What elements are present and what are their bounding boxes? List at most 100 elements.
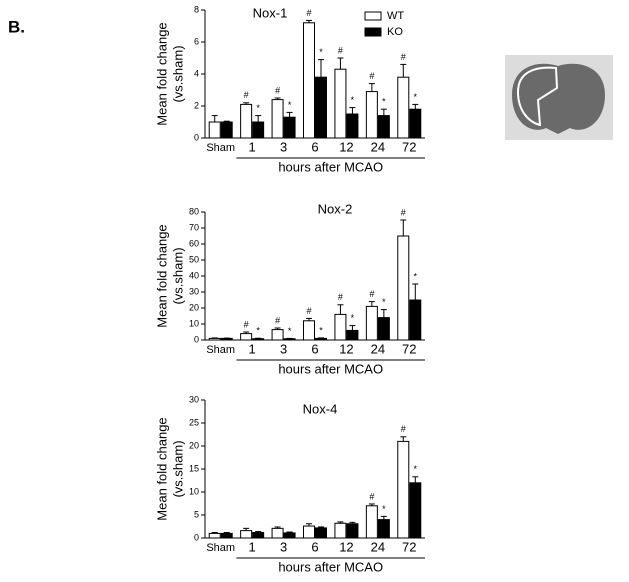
y-tick-label: 2 — [194, 100, 199, 110]
y-tick-label: 80 — [189, 206, 199, 216]
significance-marker: # — [306, 8, 311, 18]
bar — [220, 532, 233, 539]
y-tick-label: 60 — [189, 238, 199, 248]
x-tick-label: 1 — [249, 341, 256, 356]
x-tick-label: 24 — [371, 539, 385, 554]
bar — [252, 121, 265, 139]
bar — [397, 440, 410, 539]
significance-marker: * — [414, 464, 418, 474]
bar — [240, 530, 253, 539]
x-tick-label: Sham — [206, 142, 235, 154]
x-axis-label: hours after MCAO — [278, 361, 383, 376]
bar — [397, 76, 410, 139]
bar — [252, 531, 265, 539]
y-tick-label: 30 — [189, 286, 199, 296]
bar — [240, 103, 253, 139]
significance-marker: # — [401, 52, 406, 62]
y-tick-label: 70 — [189, 222, 199, 232]
y-axis-label: Mean fold change — [154, 22, 169, 125]
chart-title: Nox-1 — [253, 5, 288, 20]
y-tick-label: 0 — [194, 334, 199, 344]
significance-marker: # — [401, 207, 406, 217]
bar — [283, 116, 296, 139]
y-tick-label: 4 — [194, 68, 199, 78]
bar — [315, 527, 327, 539]
x-tick-label: 3 — [280, 139, 287, 154]
significance-marker: # — [275, 85, 280, 95]
bar — [240, 333, 253, 341]
x-tick-label: 1 — [249, 139, 256, 154]
bar — [334, 522, 347, 539]
x-tick-label: 72 — [402, 139, 416, 154]
significance-marker: # — [244, 90, 249, 100]
bar — [303, 320, 315, 341]
y-tick-label: 25 — [189, 417, 199, 427]
y-tick-label: 5 — [194, 509, 199, 519]
y-tick-label: 15 — [189, 463, 199, 473]
x-tick-label: 6 — [311, 139, 318, 154]
x-tick-label: 3 — [280, 539, 287, 554]
x-tick-label: 24 — [371, 139, 385, 154]
bar — [303, 22, 315, 139]
y-axis-label: (vs.sham) — [170, 440, 185, 497]
y-axis-label: Mean fold change — [154, 224, 169, 327]
brain-slice — [512, 63, 605, 135]
significance-marker: # — [369, 289, 374, 299]
bar — [208, 337, 221, 341]
y-tick-label: 8 — [194, 4, 199, 14]
bar — [346, 523, 359, 539]
x-tick-label: Sham — [206, 344, 235, 356]
significance-marker: # — [369, 491, 374, 501]
bar — [409, 299, 422, 341]
significance-marker: * — [351, 313, 355, 323]
bar — [409, 482, 422, 539]
x-tick-label: 12 — [339, 139, 353, 154]
legend-label: WT — [387, 10, 404, 22]
bar — [365, 305, 378, 341]
y-axis-label: (vs.sham) — [170, 45, 185, 102]
x-tick-label: 72 — [402, 341, 416, 356]
significance-marker: * — [351, 95, 355, 105]
legend-label: KO — [387, 26, 403, 38]
bar — [252, 338, 265, 341]
significance-marker: # — [338, 45, 343, 55]
y-tick-label: 10 — [189, 486, 199, 496]
y-tick-label: 20 — [189, 440, 199, 450]
significance-marker: * — [288, 100, 292, 110]
x-axis-label: hours after MCAO — [278, 559, 383, 574]
brain-image — [505, 55, 613, 140]
bar — [377, 115, 390, 139]
significance-marker: # — [338, 292, 343, 302]
bar — [334, 68, 347, 139]
bar — [315, 76, 327, 139]
y-tick-label: 0 — [194, 532, 199, 542]
y-tick-label: 6 — [194, 36, 199, 46]
x-tick-label: 1 — [249, 539, 256, 554]
x-tick-label: Sham — [206, 542, 235, 554]
significance-marker: # — [275, 315, 280, 325]
significance-marker: * — [288, 326, 292, 336]
x-axis-label: hours after MCAO — [278, 159, 383, 174]
significance-marker: * — [319, 325, 323, 335]
bar — [346, 329, 359, 341]
significance-marker: # — [306, 306, 311, 316]
bar — [334, 313, 347, 341]
significance-marker: * — [414, 271, 418, 281]
x-tick-label: 72 — [402, 539, 416, 554]
significance-marker: * — [414, 92, 418, 102]
bar — [377, 317, 390, 341]
legend-swatch — [364, 11, 382, 21]
bar — [220, 121, 233, 139]
x-tick-label: 24 — [371, 341, 385, 356]
significance-marker: # — [369, 71, 374, 81]
bar — [409, 108, 422, 139]
y-axis-label: (vs.sham) — [170, 247, 185, 304]
bar — [283, 338, 296, 341]
bar — [377, 519, 390, 539]
y-tick-label: 30 — [189, 394, 199, 404]
significance-marker: * — [319, 47, 323, 57]
panel-label: B. — [8, 17, 25, 36]
bar — [271, 329, 284, 341]
